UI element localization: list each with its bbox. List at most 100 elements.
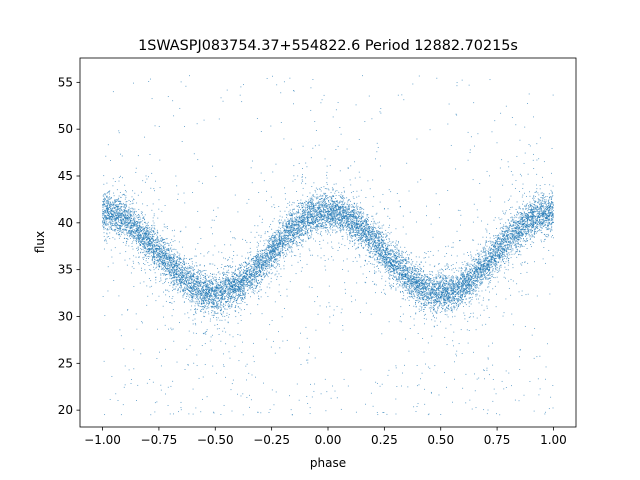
data-point xyxy=(512,280,514,282)
data-point xyxy=(379,227,381,229)
data-point xyxy=(151,293,153,295)
data-point xyxy=(475,294,477,296)
data-point xyxy=(274,239,276,241)
data-point xyxy=(345,232,347,234)
data-point xyxy=(357,239,359,241)
data-point xyxy=(315,227,317,229)
data-point xyxy=(161,267,163,269)
data-point xyxy=(106,228,108,230)
data-point xyxy=(404,246,406,248)
data-point xyxy=(213,293,215,295)
data-point xyxy=(430,289,431,291)
data-point xyxy=(245,276,247,278)
data-point xyxy=(463,289,465,291)
data-point xyxy=(492,248,494,250)
data-point xyxy=(294,212,296,214)
data-point xyxy=(166,269,168,271)
data-point xyxy=(308,202,310,203)
data-point xyxy=(551,193,553,195)
data-point xyxy=(323,199,325,201)
data-point xyxy=(250,284,252,286)
data-point xyxy=(325,210,327,212)
data-point xyxy=(383,208,385,210)
data-point xyxy=(503,252,505,253)
data-point xyxy=(394,248,396,250)
data-point xyxy=(436,298,438,300)
data-point xyxy=(388,251,390,252)
data-point xyxy=(289,247,291,249)
data-point xyxy=(376,212,378,214)
data-point xyxy=(110,211,112,213)
data-point xyxy=(440,306,442,308)
data-point xyxy=(220,291,222,293)
data-point xyxy=(381,225,383,227)
data-point xyxy=(304,214,306,216)
data-point xyxy=(275,241,277,243)
data-point xyxy=(238,276,240,278)
data-point xyxy=(156,253,158,255)
data-point xyxy=(283,253,285,255)
data-point xyxy=(160,244,162,246)
data-point xyxy=(406,274,408,276)
data-point xyxy=(393,273,395,275)
data-point xyxy=(442,283,444,285)
data-point xyxy=(196,286,198,288)
data-point xyxy=(282,247,284,248)
data-point xyxy=(354,257,356,259)
data-point xyxy=(272,247,274,249)
data-point xyxy=(140,353,142,355)
data-point xyxy=(298,237,300,239)
data-point xyxy=(228,306,229,307)
data-point xyxy=(293,175,295,177)
data-point xyxy=(185,288,187,290)
data-point xyxy=(414,267,415,269)
data-point xyxy=(258,251,259,253)
data-point xyxy=(350,228,352,230)
data-point xyxy=(217,283,219,285)
data-point xyxy=(480,265,482,267)
data-point xyxy=(121,203,123,205)
data-point xyxy=(532,220,534,222)
data-point xyxy=(232,280,234,282)
data-point xyxy=(149,244,151,246)
data-point xyxy=(246,202,248,204)
data-point xyxy=(105,202,107,204)
data-point xyxy=(446,292,448,294)
data-point xyxy=(516,251,518,253)
data-point xyxy=(376,259,378,261)
data-point xyxy=(316,226,318,228)
data-point xyxy=(326,213,328,215)
data-point xyxy=(266,260,268,262)
data-point xyxy=(150,242,152,244)
data-point xyxy=(470,275,472,277)
data-point xyxy=(318,217,320,219)
data-point xyxy=(104,198,106,200)
data-point xyxy=(183,281,185,283)
data-point xyxy=(171,249,173,251)
data-point xyxy=(148,238,150,239)
data-point xyxy=(436,317,437,319)
data-point xyxy=(212,263,214,265)
data-point xyxy=(129,230,131,232)
data-point xyxy=(373,225,374,227)
data-point xyxy=(350,192,352,194)
data-point xyxy=(352,216,354,218)
data-point xyxy=(223,293,225,294)
data-point xyxy=(173,256,175,258)
data-point xyxy=(221,319,223,321)
data-point xyxy=(523,212,525,213)
data-point xyxy=(256,292,258,294)
data-point xyxy=(454,303,456,305)
data-point xyxy=(154,225,156,227)
data-point xyxy=(369,231,371,233)
data-point xyxy=(387,256,389,258)
data-point xyxy=(197,308,198,310)
data-point xyxy=(219,278,221,280)
data-point xyxy=(343,206,345,207)
data-point xyxy=(518,239,520,241)
data-point xyxy=(349,242,351,244)
data-point xyxy=(549,204,551,206)
data-point xyxy=(348,208,350,210)
data-point xyxy=(215,287,217,289)
data-point xyxy=(395,262,396,264)
